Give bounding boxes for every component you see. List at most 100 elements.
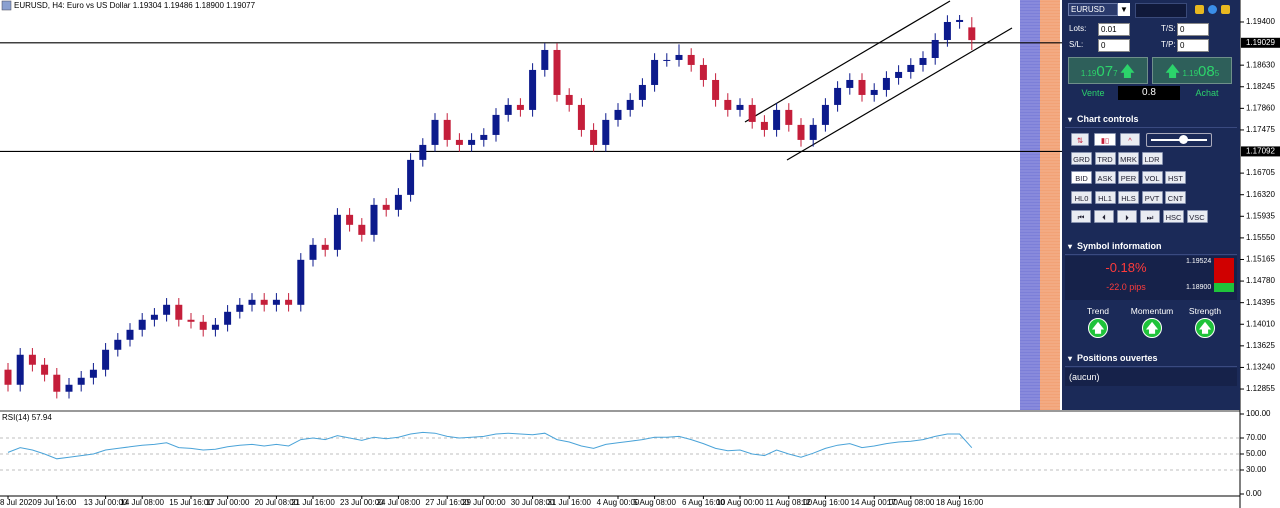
nav-button[interactable]: ⏮	[1071, 210, 1091, 223]
control-icon[interactable]: ^	[1120, 133, 1140, 146]
candle-body	[370, 204, 378, 235]
nav-button[interactable]: ⏭	[1140, 210, 1160, 223]
positions-header[interactable]: Positions ouvertes	[1065, 351, 1237, 367]
candle-body	[846, 79, 854, 88]
x-tick-label: 18 Aug 16:00	[936, 498, 984, 507]
indicator-arrow: 🡅	[1195, 318, 1215, 338]
control-button[interactable]: HL1	[1094, 191, 1116, 204]
candle-body	[699, 64, 707, 80]
symbol-dropdown[interactable]: ▼	[1118, 3, 1130, 16]
chart-controls-header[interactable]: Chart controls	[1065, 112, 1237, 128]
candle-body	[163, 304, 171, 315]
candle-body	[16, 354, 24, 385]
symbol-select[interactable]: EURUSD	[1068, 3, 1118, 16]
control-button[interactable]: MRK	[1118, 152, 1139, 165]
candle-body	[687, 54, 695, 65]
indicator-arrow: 🡅	[1088, 318, 1108, 338]
buy-big: 08	[1198, 63, 1215, 80]
candle-body	[541, 49, 549, 70]
candle-body	[907, 64, 915, 72]
x-tick-label: 8 Jul 2020	[0, 498, 37, 507]
control-button[interactable]: HL0	[1071, 191, 1092, 204]
rsi-title: RSI(14) 57.94	[2, 413, 52, 422]
y-tick-label: 1.15165	[1246, 255, 1275, 264]
sell-button[interactable]: 1.19077 🡅	[1068, 57, 1148, 84]
candle-body	[748, 104, 756, 122]
control-button[interactable]: ASK	[1094, 171, 1116, 184]
indicator-label: Trend	[1087, 306, 1109, 316]
candle-body	[919, 57, 927, 65]
y-tick-label: 1.14780	[1246, 276, 1275, 285]
buy-suffix: 5	[1214, 69, 1220, 78]
candle-body	[602, 119, 610, 145]
symbol-input[interactable]	[1135, 3, 1187, 18]
candle-body	[4, 369, 12, 385]
nav-button[interactable]: ⏴	[1094, 210, 1114, 223]
control-button[interactable]: LDR	[1141, 152, 1163, 165]
x-tick-label: 9 Jul 16:00	[37, 498, 77, 507]
candle-body	[736, 104, 744, 110]
symbol-info-header[interactable]: Symbol information	[1065, 239, 1237, 255]
ts-label: T/S:	[1161, 24, 1176, 33]
icon-settings[interactable]	[1208, 5, 1217, 14]
nav-button[interactable]: ⏵	[1117, 210, 1137, 223]
day-high: 1.19524	[1186, 258, 1212, 265]
candle-body	[529, 69, 537, 110]
control-button[interactable]: TRD	[1094, 152, 1116, 165]
sl-input[interactable]: 0	[1098, 39, 1130, 52]
price-label-box	[1241, 37, 1280, 48]
control-button[interactable]: VSC	[1186, 210, 1208, 223]
candle-body	[590, 129, 598, 145]
candle-body	[272, 299, 280, 305]
x-tick-label: 29 Jul 00:00	[462, 498, 506, 507]
indicator-label: Strength	[1188, 306, 1222, 316]
control-button[interactable]: HST	[1165, 171, 1186, 184]
x-tick-label: 10 Aug 00:00	[716, 498, 764, 507]
candle-body	[248, 299, 256, 305]
control-button[interactable]: VOL	[1141, 171, 1163, 184]
control-button[interactable]: CNT	[1165, 191, 1186, 204]
control-button[interactable]: GRD	[1071, 152, 1092, 165]
lots-input[interactable]: 0.01	[1098, 23, 1130, 36]
candle-body	[114, 339, 122, 350]
candle-body	[236, 304, 244, 312]
control-button[interactable]: HLS	[1118, 191, 1139, 204]
x-tick-label: 13 Jul 00:00	[84, 498, 128, 507]
candle-body	[614, 109, 622, 120]
candle-body	[773, 109, 781, 130]
candle-body	[577, 104, 585, 130]
trade-panel: EURUSD ▼ Lots: 0.01 T/S: 0 S/L: 0 T/P: 0…	[1062, 0, 1240, 410]
control-icon[interactable]: ⇅	[1071, 133, 1089, 146]
buy-label: Achat	[1195, 88, 1219, 98]
y-tick-label: 30.00	[1246, 465, 1267, 474]
x-tick-label: 31 Jul 16:00	[547, 498, 591, 507]
control-button[interactable]: HSC	[1163, 210, 1184, 223]
change-percent: -0.18%	[1105, 260, 1147, 275]
positions-content: (aucun)	[1065, 368, 1237, 386]
icon-copy[interactable]	[1195, 5, 1204, 14]
icon-grid[interactable]	[1221, 5, 1230, 14]
ts-input[interactable]: 0	[1177, 23, 1209, 36]
candle-body	[150, 314, 158, 320]
candle-body	[285, 299, 293, 305]
range-bar-green	[1214, 283, 1234, 292]
candle-body	[956, 19, 964, 22]
slider[interactable]	[1146, 133, 1212, 147]
control-button[interactable]: BID	[1071, 171, 1092, 184]
x-tick-label: 4 Aug 00:00	[597, 498, 640, 507]
control-button[interactable]: PVT	[1141, 191, 1163, 204]
candle-body	[553, 49, 561, 95]
control-button[interactable]: PER	[1118, 171, 1139, 184]
candle-body	[65, 384, 73, 392]
candle-body	[297, 259, 305, 305]
candle-body	[89, 369, 97, 378]
tp-input[interactable]: 0	[1177, 39, 1209, 52]
candle-body	[882, 77, 890, 90]
control-icon[interactable]: ▮▯	[1094, 133, 1116, 146]
price-label-box	[1241, 146, 1280, 157]
channel-lower	[786, 27, 1013, 161]
buy-button[interactable]: 🡅 1.19085	[1152, 57, 1232, 84]
y-tick-label: 1.13240	[1246, 363, 1275, 372]
